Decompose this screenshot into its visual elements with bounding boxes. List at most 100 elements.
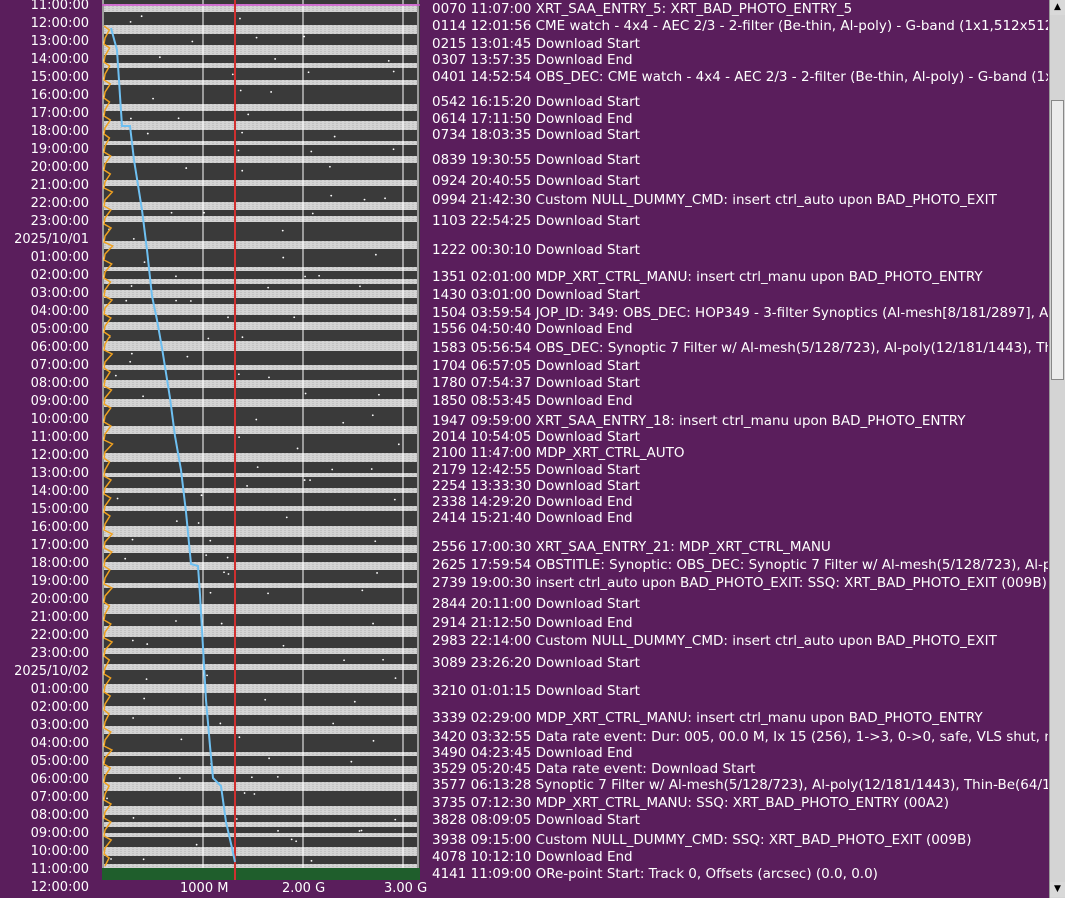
light-band [104, 304, 417, 315]
scroll-thumb[interactable] [1051, 100, 1064, 380]
event-row[interactable]: 0924 20:40:55 Download Start [432, 173, 640, 190]
time-axis-label: 07:00:00 [30, 790, 89, 805]
event-row[interactable]: 2338 14:29:20 Download End [432, 493, 633, 510]
time-axis-label: 12:00:00 [30, 880, 89, 895]
event-dot [243, 792, 246, 794]
event-row[interactable]: 0215 13:01:45 Download Start [432, 35, 640, 52]
event-dot [152, 97, 154, 100]
event-row[interactable]: 1556 04:50:40 Download End [432, 320, 633, 337]
event-dot [370, 468, 373, 470]
vertical-scrollbar[interactable]: ▲ ▼ [1049, 0, 1065, 898]
event-row[interactable]: 3490 04:23:45 Download End [432, 744, 633, 761]
event-dot [223, 571, 225, 574]
light-band [104, 180, 417, 186]
event-row[interactable]: 0070 11:07:00 XRT_SAA_ENTRY_5: XRT_BAD_P… [432, 1, 853, 18]
event-row[interactable]: 2179 12:42:55 Download Start [432, 461, 640, 478]
scroll-up-button[interactable]: ▲ [1050, 0, 1065, 15]
event-dot [296, 447, 299, 450]
event-row[interactable]: 3938 09:15:00 Custom NULL_DUMMY_CMD: SSQ… [432, 831, 972, 848]
time-axis-label: 03:00:00 [30, 718, 89, 733]
time-axis-label: 01:00:00 [30, 682, 89, 697]
event-dot [207, 337, 210, 340]
light-band [104, 664, 417, 670]
event-row[interactable]: 1947 09:59:00 XRT_SAA_ENTRY_18: insert c… [432, 412, 966, 429]
event-dot [310, 859, 313, 862]
event-row[interactable]: 1583 05:56:54 OBS_DEC: Synoptic 7 Filter… [432, 340, 1048, 357]
event-row[interactable]: 4078 10:12:10 Download End [432, 848, 633, 865]
event-dot [268, 757, 271, 760]
event-row[interactable]: 3210 01:01:15 Download Start [432, 683, 640, 700]
event-dot [129, 21, 132, 23]
light-band [104, 752, 417, 756]
event-row[interactable]: 1704 06:57:05 Download Start [432, 358, 640, 375]
event-dot [237, 149, 240, 152]
event-dot [397, 443, 400, 446]
time-axis-label: 18:00:00 [30, 556, 89, 571]
event-row[interactable]: 0994 21:42:30 Custom NULL_DUMMY_CMD: ins… [432, 191, 997, 208]
time-axis-label: 17:00:00 [30, 106, 89, 121]
event-row[interactable]: 1780 07:54:37 Download Start [432, 375, 640, 392]
event-row[interactable]: 0614 17:11:50 Download End [432, 110, 633, 127]
event-row[interactable]: 0839 19:30:55 Download Start [432, 152, 640, 169]
event-row[interactable]: 3339 02:29:00 MDP_XRT_CTRL_MANU: insert … [432, 709, 983, 726]
event-row[interactable]: 2739 19:00:30 insert ctrl_auto upon BAD_… [432, 575, 1047, 592]
event-row[interactable]: 2254 13:33:30 Download Start [432, 477, 640, 494]
event-dot [132, 717, 135, 719]
event-row[interactable]: 0734 18:03:35 Download Start [432, 126, 640, 143]
time-axis-label: 11:00:00 [30, 430, 89, 445]
event-dot [304, 275, 306, 278]
event-row[interactable]: 1222 00:30:10 Download Start [432, 242, 640, 259]
light-band [104, 380, 417, 388]
event-row[interactable]: 0307 13:57:35 Download End [432, 52, 633, 69]
event-dot [277, 829, 279, 832]
time-axis-label: 16:00:00 [30, 520, 89, 535]
time-axis-label: 05:00:00 [30, 754, 89, 769]
event-row[interactable]: 2914 21:12:50 Download End [432, 614, 633, 631]
data-volume-timeline[interactable] [102, 0, 420, 880]
event-row[interactable]: 3577 06:13:28 Synoptic 7 Filter w/ Al-me… [432, 777, 1048, 794]
scroll-down-button[interactable]: ▼ [1050, 882, 1065, 897]
light-band [104, 726, 417, 734]
event-row[interactable]: 1850 08:53:45 Download End [432, 393, 633, 410]
time-axis-label: 04:00:00 [30, 304, 89, 319]
event-row[interactable]: 3420 03:32:55 Data rate event: Dur: 005,… [432, 728, 1048, 745]
event-row[interactable]: 0401 14:52:54 OBS_DEC: CME watch - 4x4 -… [432, 68, 1048, 85]
event-dot [310, 150, 313, 153]
event-row[interactable]: 1103 22:54:25 Download Start [432, 213, 640, 230]
time-axis-label: 22:00:00 [30, 196, 89, 211]
event-row[interactable]: 2844 20:11:00 Download Start [432, 596, 640, 613]
time-axis-label: 12:00:00 [30, 16, 89, 31]
event-dot [200, 494, 203, 497]
time-axis-label: 13:00:00 [30, 34, 89, 49]
time-axis-label: 02:00:00 [30, 700, 89, 715]
event-dot [239, 89, 242, 92]
event-dot [282, 256, 285, 259]
event-row[interactable]: 1430 03:01:00 Download Start [432, 287, 640, 304]
event-dot [186, 355, 189, 358]
event-dot [282, 644, 285, 647]
event-row[interactable]: 3828 08:09:05 Download Start [432, 811, 640, 828]
event-dot [330, 194, 333, 197]
ground-contact-band [102, 868, 420, 880]
event-dot [247, 113, 250, 116]
x-tick-label: 1000 M [180, 881, 229, 896]
event-row[interactable]: 0542 16:15:20 Download Start [432, 93, 640, 110]
x-axis: 1000 M 2.00 G 3.00 G [102, 880, 427, 898]
light-band [104, 399, 417, 407]
event-row[interactable]: 2414 15:21:40 Download End [432, 509, 633, 526]
event-row[interactable]: 3089 23:26:20 Download Start [432, 654, 640, 671]
event-row[interactable]: 2100 11:47:00 MDP_XRT_CTRL_AUTO [432, 445, 685, 462]
event-row[interactable]: 1504 03:59:54 JOP_ID: 349: OBS_DEC: HOP3… [432, 304, 1048, 321]
event-row[interactable]: 2014 10:54:05 Download Start [432, 429, 640, 446]
event-row[interactable]: 4141 11:09:00 ORe-point Start: Track 0, … [432, 865, 878, 882]
event-row[interactable]: 1351 02:01:00 MDP_XRT_CTRL_MANU: insert … [432, 269, 983, 286]
event-row[interactable]: 0114 12:01:56 CME watch - 4x4 - AEC 2/3 … [432, 17, 1048, 34]
event-row[interactable]: 2625 17:59:54 OBSTITLE: Synoptic: OBS_DE… [432, 556, 1048, 573]
event-row[interactable]: 2556 17:00:30 XRT_SAA_ENTRY_21: MDP_XRT_… [432, 539, 831, 556]
time-axis-label: 02:00:00 [30, 268, 89, 283]
event-dot [376, 572, 378, 574]
event-row[interactable]: 3529 05:20:45 Data rate event: Download … [432, 761, 756, 778]
event-row[interactable]: 2983 22:14:00 Custom NULL_DUMMY_CMD: ins… [432, 633, 997, 650]
event-dot [114, 374, 117, 377]
event-row[interactable]: 3735 07:12:30 MDP_XRT_CTRL_MANU: SSQ: XR… [432, 794, 950, 811]
